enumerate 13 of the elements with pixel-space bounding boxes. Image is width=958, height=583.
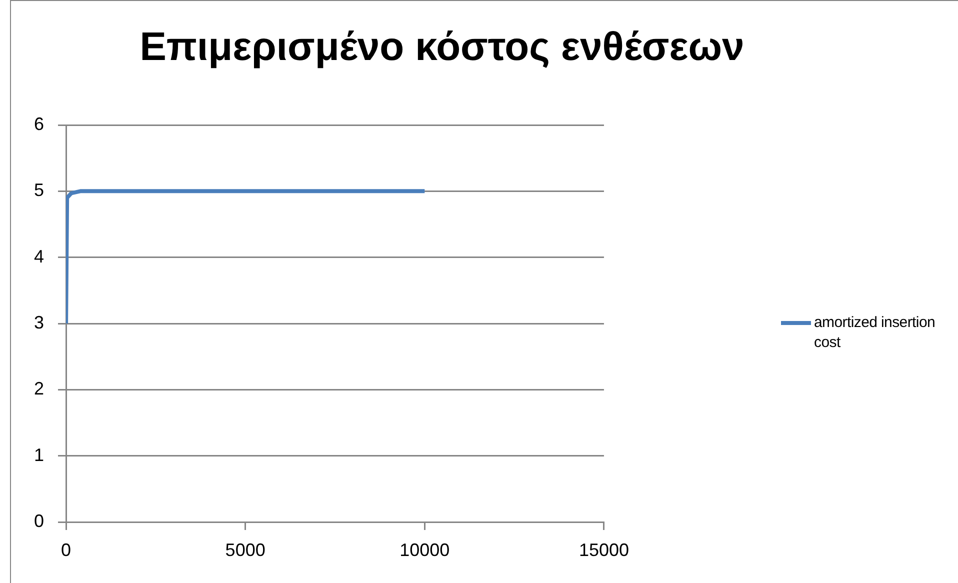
y-tick-label: 6 — [34, 114, 44, 134]
x-tick-label: 5000 — [225, 540, 266, 560]
x-tick-label: 10000 — [400, 540, 450, 560]
y-tick-label: 5 — [34, 180, 44, 200]
y-tick-label: 3 — [34, 312, 44, 332]
y-tick-label: 2 — [34, 378, 44, 399]
y-tick-label: 4 — [34, 246, 44, 266]
y-tick-label: 0 — [34, 510, 44, 531]
x-tick-label: 0 — [60, 540, 72, 560]
x-tick-label: 15000 — [578, 540, 630, 560]
legend-label: amortized insertion cost — [814, 313, 936, 353]
y-tick-label: 1 — [34, 444, 44, 465]
chart-title: Επιμερισμένο κόστος ενθέσεων — [138, 24, 746, 70]
